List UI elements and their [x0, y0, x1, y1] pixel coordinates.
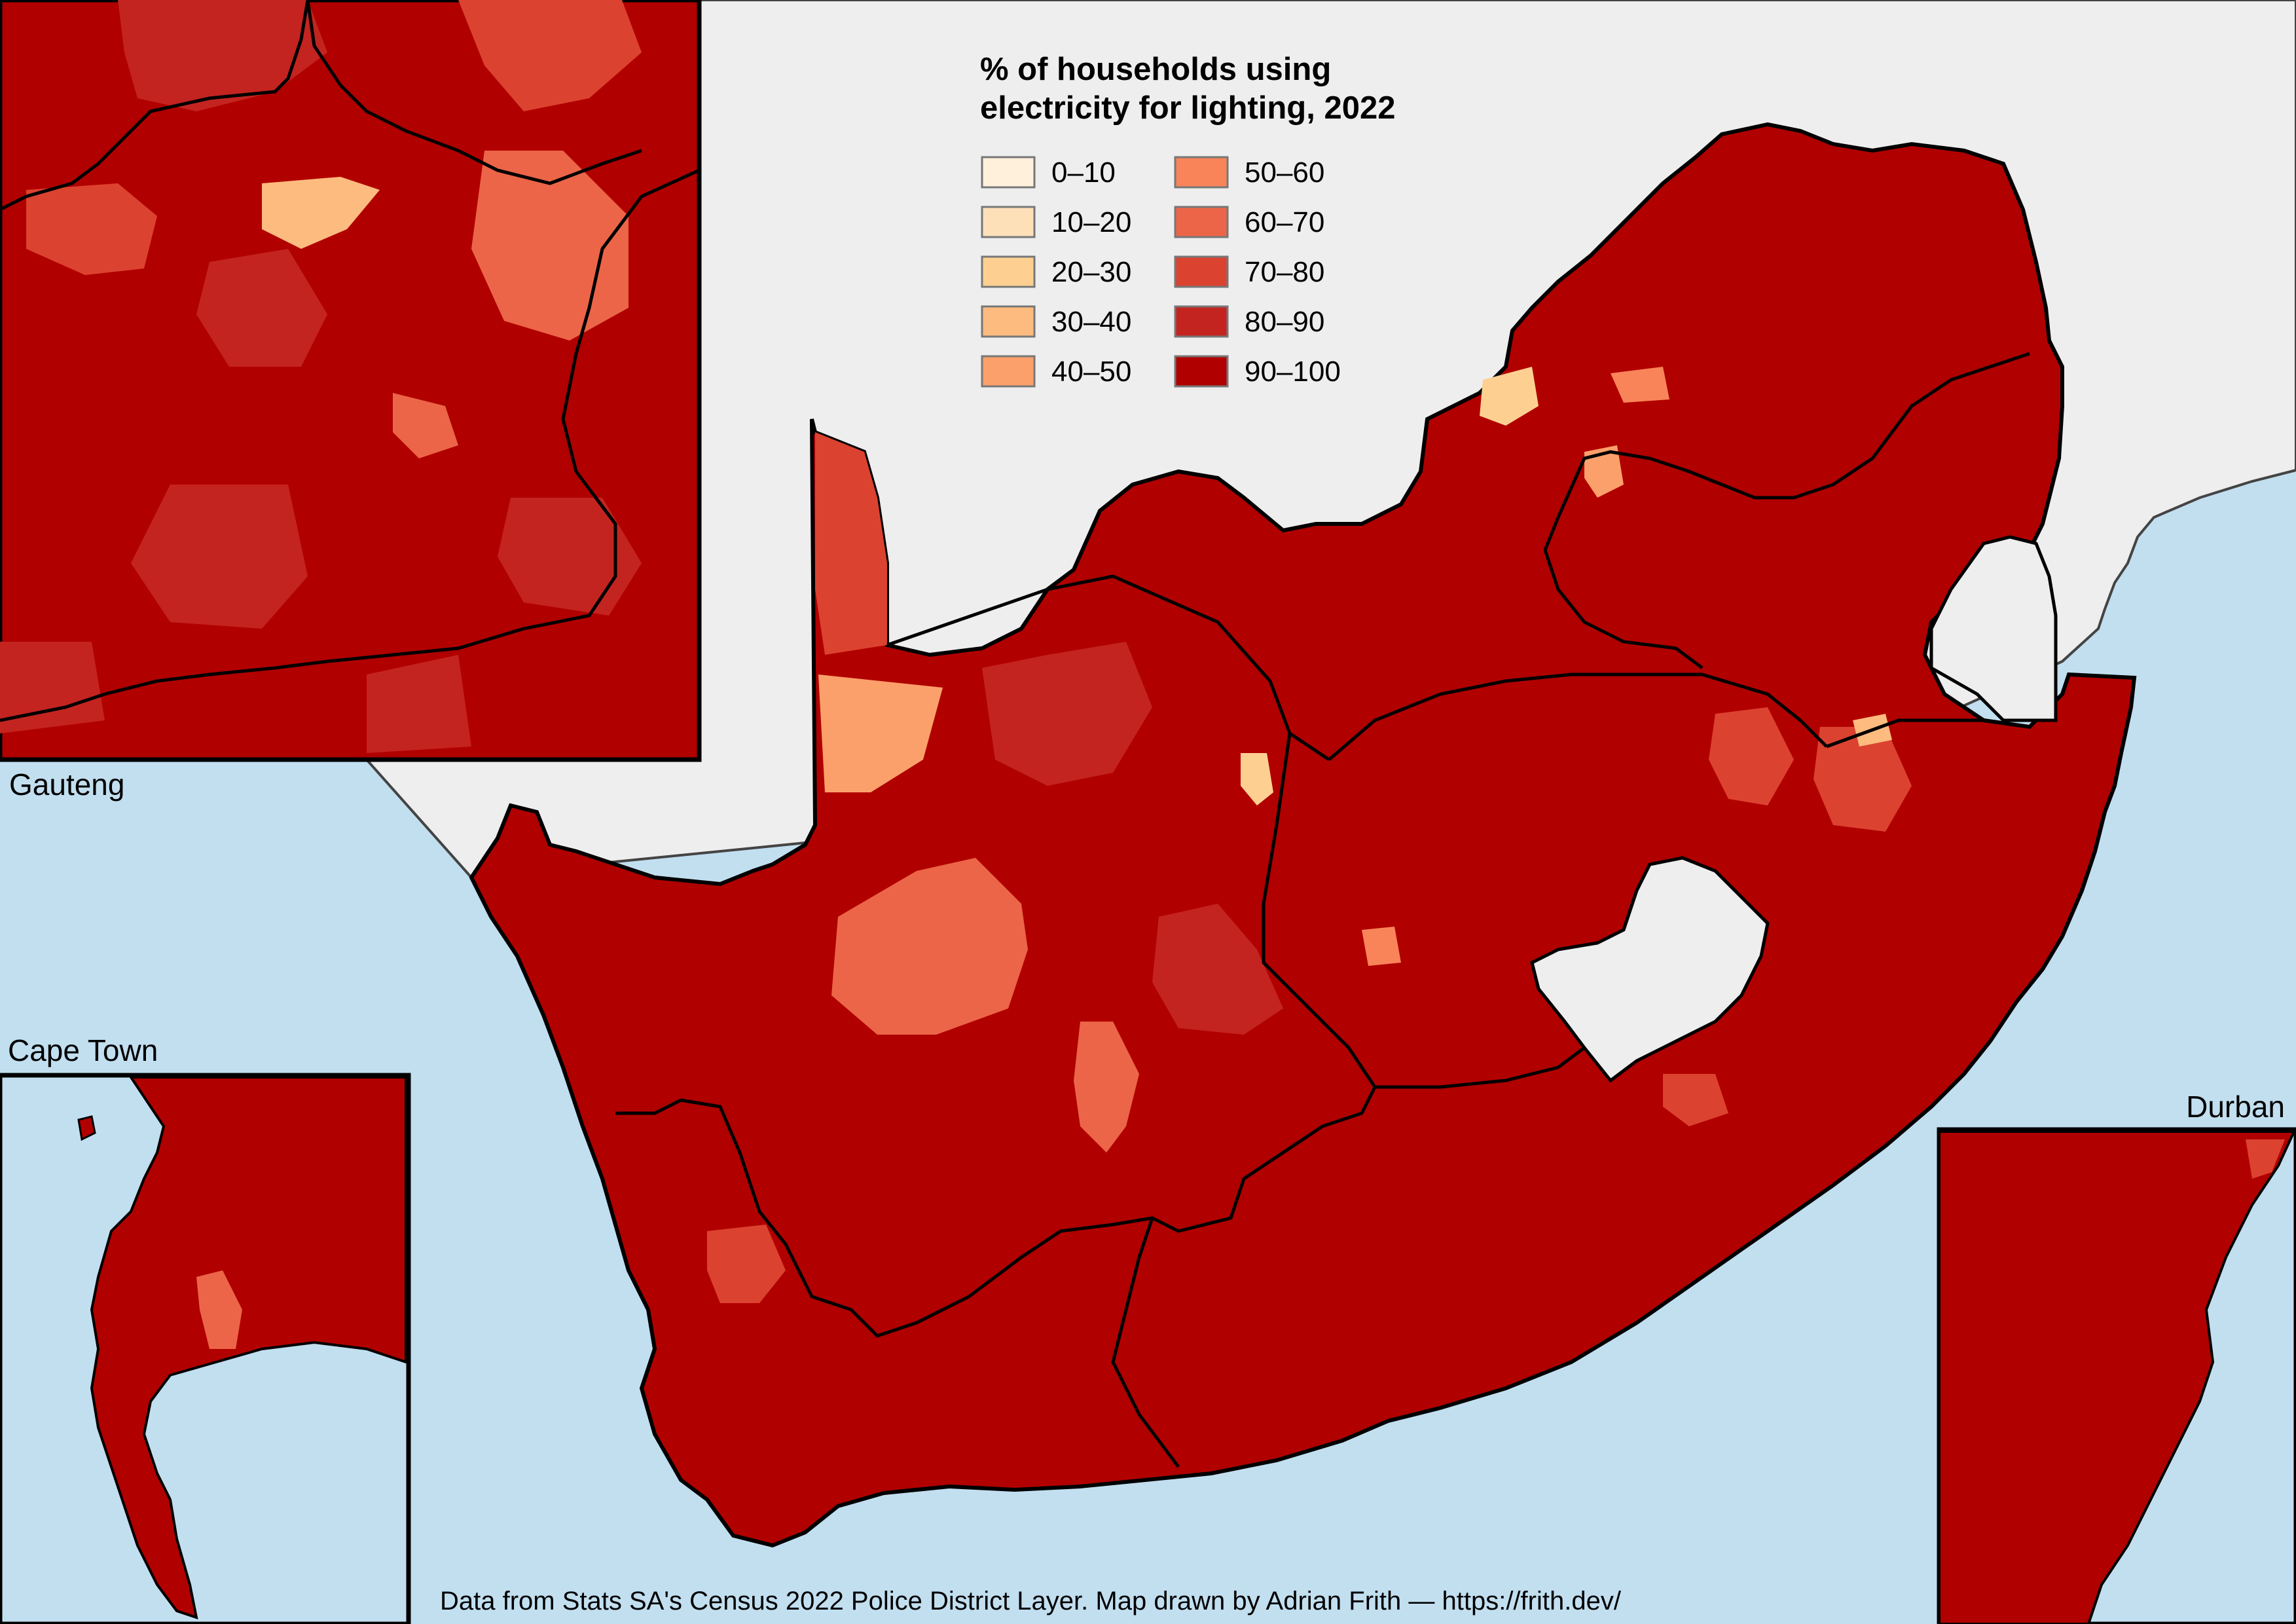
legend-title-line2: electricity for lighting, 2022	[980, 90, 1395, 126]
district-limpopo-small	[1611, 367, 1669, 403]
legend-label: 50–60	[1245, 157, 1324, 189]
gauteng-inset-label: Gauteng	[9, 767, 124, 802]
cape-town-inset-label: Cape Town	[8, 1033, 158, 1067]
legend-swatch	[1174, 305, 1229, 338]
gauteng-area-bottom	[367, 655, 471, 753]
legend-swatch	[1174, 355, 1229, 388]
legend-label: 60–70	[1245, 206, 1324, 238]
cape-town-land	[90, 1076, 407, 1619]
gauteng-area-north	[118, 0, 327, 111]
gauteng-area-east	[471, 151, 629, 341]
legend-items: 0–10 10–20 20–30 30–40 40–50 50–60 60–70 70–80 8…	[981, 156, 1341, 388]
legend-swatch	[981, 206, 1036, 238]
district-free-state-east	[1709, 707, 1794, 805]
district-western-cape-interior	[707, 1225, 786, 1303]
gauteng-inset	[0, 0, 702, 762]
district-free-state-west	[1152, 904, 1283, 1035]
legend-label: 70–80	[1245, 256, 1324, 288]
gauteng-area-ne	[458, 0, 642, 111]
legend-swatch	[981, 156, 1036, 189]
durban-land	[1938, 1130, 2296, 1624]
district-free-state-small	[1362, 927, 1401, 966]
district-western-strip	[815, 432, 887, 655]
durban-inset	[1937, 1127, 2296, 1624]
gauteng-area-center	[262, 177, 380, 249]
legend-label: 30–40	[1051, 306, 1131, 338]
gauteng-area-mid	[196, 249, 327, 367]
gauteng-area-south	[131, 485, 308, 629]
cape-town-island	[77, 1115, 96, 1141]
gauteng-area-sw	[0, 642, 105, 733]
gauteng-area-small	[393, 393, 458, 458]
district-northern-cape-east	[982, 642, 1152, 786]
district-gauteng-west	[1584, 445, 1624, 498]
legend-swatch	[1174, 255, 1229, 288]
cape-town-inset	[0, 1073, 411, 1624]
district-ec-east	[1663, 1074, 1728, 1126]
map-credit: Data from Stats SA's Census 2022 Police …	[440, 1587, 1622, 1615]
south-africa-land	[469, 122, 2137, 1548]
legend-swatch	[1174, 206, 1229, 238]
legend-swatch	[981, 255, 1036, 288]
district-northern-cape-central	[831, 858, 1028, 1035]
eswatini	[1929, 535, 2058, 722]
gauteng-area-west	[26, 183, 157, 275]
district-northern-cape-north	[818, 674, 943, 792]
durban-area	[2246, 1139, 2285, 1179]
legend-label: 80–90	[1245, 306, 1324, 338]
legend-label: 40–50	[1051, 356, 1131, 388]
legend-label: 90–100	[1245, 356, 1341, 388]
district-karoo	[1074, 1022, 1139, 1153]
legend-title-line1: % of households using	[980, 52, 1331, 87]
legend-label: 20–30	[1051, 256, 1131, 288]
lighter-districts	[707, 367, 1912, 1303]
lesotho	[1530, 856, 1770, 1083]
legend: % of households using electricity for li…	[980, 52, 1395, 388]
district-northwest-north	[1480, 367, 1539, 426]
cape-town-area	[196, 1270, 242, 1349]
gauteng-inset-borders	[0, 0, 701, 722]
district-kzn-north	[1813, 727, 1912, 832]
gauteng-area-se	[498, 498, 642, 616]
legend-swatch	[981, 305, 1036, 338]
district-kimberley	[1241, 753, 1273, 805]
legend-label: 10–20	[1051, 206, 1131, 238]
gauteng-inset-frame	[0, 0, 702, 762]
durban-inset-label: Durban	[2186, 1090, 2285, 1124]
legend-swatch	[981, 355, 1036, 388]
legend-swatch	[1174, 156, 1229, 189]
legend-label: 0–10	[1051, 157, 1116, 189]
